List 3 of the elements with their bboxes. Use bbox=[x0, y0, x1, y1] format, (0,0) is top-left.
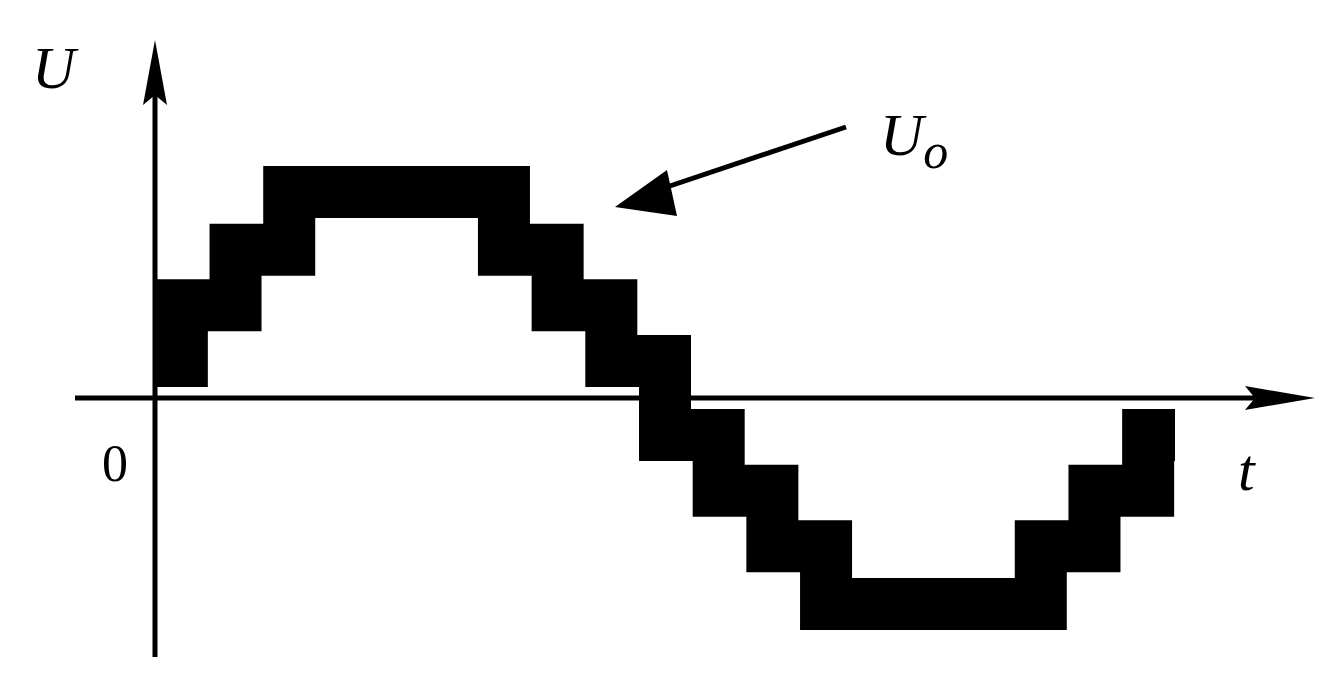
legend-label: U$_{o}$ bbox=[880, 102, 949, 179]
text: 0 bbox=[102, 435, 128, 492]
x-axis-title: t bbox=[1238, 437, 1255, 503]
